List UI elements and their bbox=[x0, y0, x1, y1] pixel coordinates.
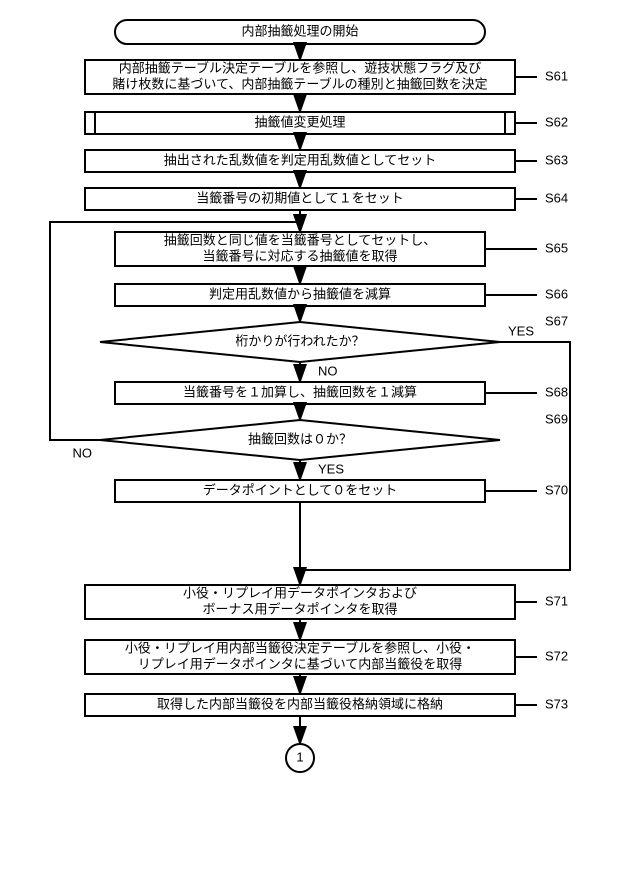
svg-text:内部抽籤処理の開始: 内部抽籤処理の開始 bbox=[241, 23, 358, 38]
svg-text:YES: YES bbox=[318, 461, 344, 476]
svg-text:賭け枚数に基づいて、内部抽籤テーブルの種別と抽籤回数を決定: 賭け枚数に基づいて、内部抽籤テーブルの種別と抽籤回数を決定 bbox=[112, 76, 487, 91]
svg-text:抽籤回数は０か？: 抽籤回数は０か？ bbox=[248, 431, 352, 446]
svg-text:S67: S67 bbox=[545, 313, 568, 328]
svg-text:S73: S73 bbox=[545, 696, 568, 711]
svg-text:データポイントとして０をセット: データポイントとして０をセット bbox=[203, 482, 398, 497]
svg-text:S68: S68 bbox=[545, 384, 568, 399]
svg-text:判定用乱数値から抽籤値を減算: 判定用乱数値から抽籤値を減算 bbox=[209, 286, 391, 301]
svg-text:当籤番号の初期値として１をセット: 当籤番号の初期値として１をセット bbox=[196, 190, 404, 205]
svg-text:NO: NO bbox=[73, 445, 93, 460]
svg-text:小役・リプレイ用内部当籤役決定テーブルを参照し、小役・: 小役・リプレイ用内部当籤役決定テーブルを参照し、小役・ bbox=[125, 640, 475, 655]
svg-text:ボーナス用データポインタを取得: ボーナス用データポインタを取得 bbox=[202, 601, 397, 616]
svg-text:S62: S62 bbox=[545, 114, 568, 129]
svg-text:抽籤回数と同じ値を当籤番号としてセットし、: 抽籤回数と同じ値を当籤番号としてセットし、 bbox=[164, 232, 437, 247]
svg-text:当籤番号に対応する抽籤値を取得: 当籤番号に対応する抽籤値を取得 bbox=[202, 248, 397, 263]
svg-text:S64: S64 bbox=[545, 190, 568, 205]
svg-text:S70: S70 bbox=[545, 482, 568, 497]
svg-text:YES: YES bbox=[508, 323, 534, 338]
svg-text:1: 1 bbox=[296, 749, 303, 764]
svg-text:当籤番号を１加算し、抽籤回数を１減算: 当籤番号を１加算し、抽籤回数を１減算 bbox=[183, 384, 417, 399]
svg-text:S61: S61 bbox=[545, 68, 568, 83]
svg-text:S66: S66 bbox=[545, 286, 568, 301]
svg-text:抽籤値変更処理: 抽籤値変更処理 bbox=[254, 114, 345, 129]
svg-text:小役・リプレイ用データポインタおよび: 小役・リプレイ用データポインタおよび bbox=[183, 585, 417, 600]
svg-text:リプレイ用データポインタに基づいて内部当籤役を取得: リプレイ用データポインタに基づいて内部当籤役を取得 bbox=[138, 656, 463, 671]
svg-text:S63: S63 bbox=[545, 152, 568, 167]
svg-text:S69: S69 bbox=[545, 411, 568, 426]
svg-text:桁かりが行われたか？: 桁かりが行われたか？ bbox=[235, 333, 364, 348]
svg-text:取得した内部当籤役を内部当籤役格納領域に格納: 取得した内部当籤役を内部当籤役格納領域に格納 bbox=[157, 696, 443, 711]
svg-text:S72: S72 bbox=[545, 648, 568, 663]
svg-text:S65: S65 bbox=[545, 240, 568, 255]
svg-text:S71: S71 bbox=[545, 593, 568, 608]
svg-text:NO: NO bbox=[318, 363, 338, 378]
svg-text:抽出された乱数値を判定用乱数値としてセット: 抽出された乱数値を判定用乱数値としてセット bbox=[164, 152, 437, 167]
svg-text:内部抽籤テーブル決定テーブルを参照し、遊技状態フラグ及び: 内部抽籤テーブル決定テーブルを参照し、遊技状態フラグ及び bbox=[119, 60, 481, 75]
